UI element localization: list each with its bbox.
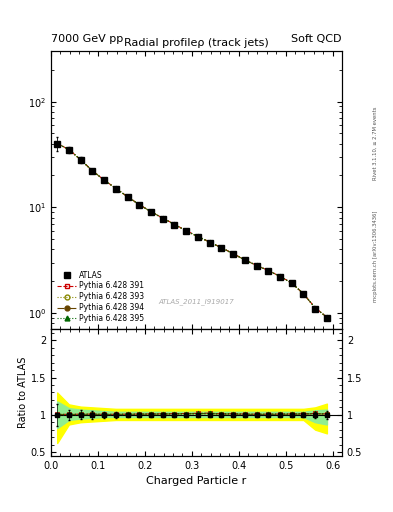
Title: Radial profileρ (track jets): Radial profileρ (track jets) (124, 38, 269, 48)
X-axis label: Charged Particle r: Charged Particle r (146, 476, 247, 486)
Text: Soft QCD: Soft QCD (292, 33, 342, 44)
Legend: ATLAS, Pythia 6.428 391, Pythia 6.428 393, Pythia 6.428 394, Pythia 6.428 395: ATLAS, Pythia 6.428 391, Pythia 6.428 39… (55, 268, 147, 326)
Text: mcplots.cern.ch [arXiv:1306.3436]: mcplots.cern.ch [arXiv:1306.3436] (373, 210, 378, 302)
Text: ATLAS_2011_I919017: ATLAS_2011_I919017 (159, 298, 234, 305)
Text: Rivet 3.1.10, ≥ 2.7M events: Rivet 3.1.10, ≥ 2.7M events (373, 106, 378, 180)
Y-axis label: Ratio to ATLAS: Ratio to ATLAS (18, 357, 28, 428)
Text: 7000 GeV pp: 7000 GeV pp (51, 33, 123, 44)
